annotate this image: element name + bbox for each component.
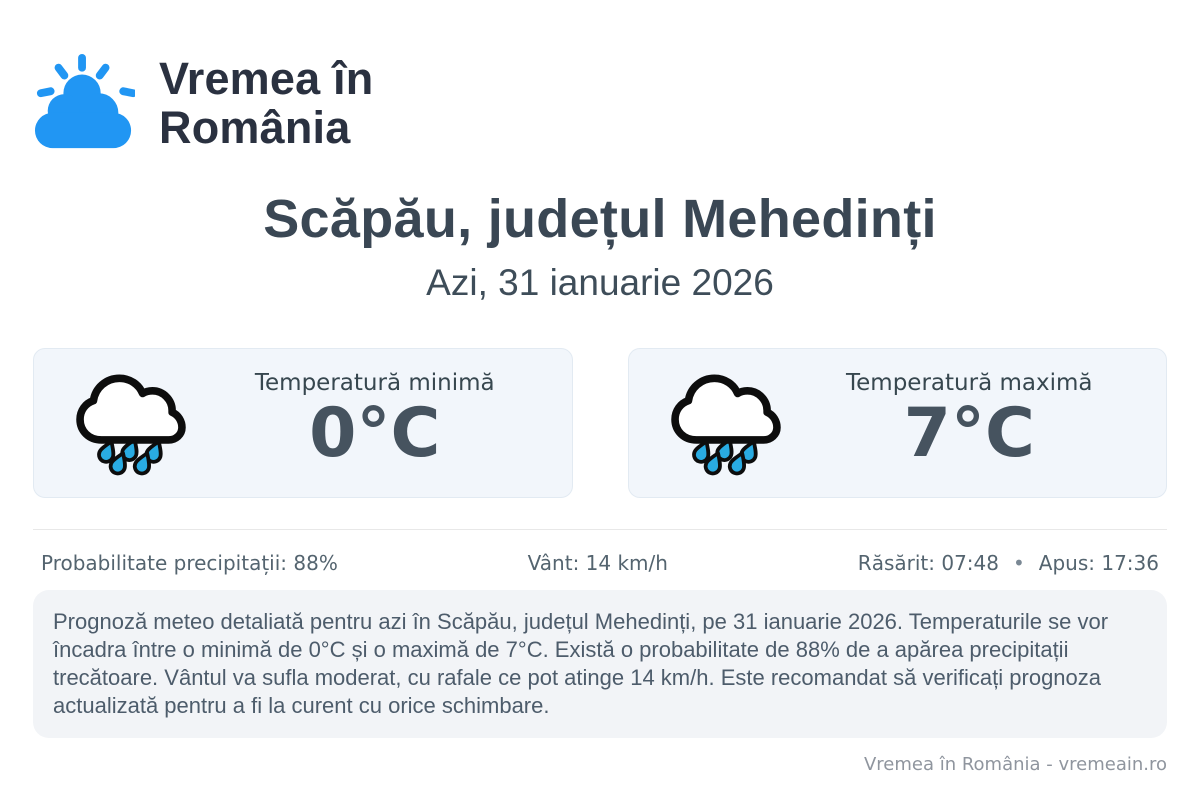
stats-row: Probabilitate precipitații: 88% Vânt: 14… — [33, 529, 1167, 575]
min-temp-card: Temperatură minimă 0°C — [33, 348, 573, 498]
sun-behind-cloud-icon — [34, 53, 135, 149]
max-temp-label: Temperatură maximă — [846, 370, 1093, 397]
min-temp-label: Temperatură minimă — [254, 370, 495, 397]
min-temp-text: Temperatură minimă 0°C — [190, 370, 560, 469]
page-title: Scăpău, județul Mehedinți — [263, 189, 937, 249]
max-temp-value: 7°C — [903, 394, 1035, 474]
min-temp-value: 0°C — [309, 394, 441, 474]
max-temp-card: Temperatură maximă 7°C — [627, 348, 1167, 498]
temperature-cards: Temperatură minimă 0°C Temperatură maxim… — [33, 348, 1167, 498]
footer-credit-link[interactable]: Vremea în România - vremeain.ro — [863, 754, 1167, 775]
wind-stat: Vânt: 14 km/h — [527, 551, 668, 575]
sunset-stat: Apus: 17:36 — [1038, 551, 1159, 575]
date-subtitle: Azi, 31 ianuarie 2026 — [426, 262, 774, 303]
site-logo[interactable]: Vremea în România — [33, 52, 1167, 154]
logo-text: Vremea în România — [159, 54, 373, 152]
sun-times: Răsărit: 07:48 • Apus: 17:36 — [858, 551, 1159, 575]
rain-cloud-icon — [670, 374, 781, 476]
sunrise-stat: Răsărit: 07:48 — [857, 551, 999, 575]
precipitation-stat: Probabilitate precipitații: 88% — [41, 551, 338, 575]
forecast-description: Prognoză meteo detaliată pentru azi în S… — [33, 590, 1167, 738]
bullet-separator: • — [1012, 551, 1025, 575]
logo-text-line1: Vremea în — [159, 53, 374, 104]
logo-text-line2: România — [159, 102, 351, 153]
rain-cloud-icon — [76, 374, 186, 476]
max-temp-text: Temperatură maximă 7°C — [785, 370, 1155, 469]
